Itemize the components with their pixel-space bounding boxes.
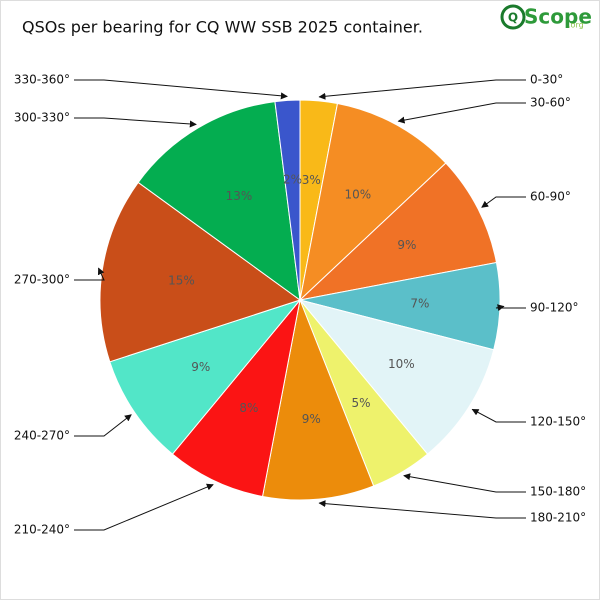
category-label: 150-180°	[530, 485, 586, 499]
category-label: 30-60°	[530, 96, 571, 110]
logo-mark: Q	[508, 11, 518, 25]
leader-line	[495, 304, 526, 312]
pie-slice	[274, 99, 301, 301]
leader-line	[74, 414, 132, 437]
logo: Q Scope .org	[500, 4, 592, 30]
pie-slice	[137, 101, 301, 302]
logo-icon	[500, 4, 526, 30]
slice-label: 8%	[239, 401, 258, 415]
leader-line	[74, 79, 288, 100]
category-label: 0-30°	[530, 73, 563, 87]
leader-line	[318, 79, 526, 100]
category-label: 210-240°	[14, 523, 70, 537]
slice-label: 13%	[226, 189, 253, 203]
slice-label: 9%	[397, 238, 416, 252]
slice-label: 15%	[168, 274, 195, 288]
pie-slice	[299, 102, 447, 302]
leader-line	[481, 196, 526, 208]
leader-line	[74, 483, 214, 531]
category-label: 330-360°	[14, 73, 70, 87]
leader-line	[74, 117, 197, 128]
leader-line	[397, 102, 526, 124]
leader-line	[74, 267, 105, 281]
slice-label: 7%	[410, 296, 429, 310]
pie-slice	[298, 162, 498, 301]
slice-label: 9%	[302, 412, 321, 426]
category-label: 180-210°	[530, 511, 586, 525]
slice-label: 9%	[191, 360, 210, 374]
slice-label: 10%	[388, 357, 415, 371]
category-label: 240-270°	[14, 429, 70, 443]
pie-slice	[109, 298, 302, 455]
slice-label: 5%	[352, 396, 371, 410]
category-label: 60-90°	[530, 190, 571, 204]
slice-label: 10%	[344, 187, 371, 201]
leader-line	[318, 500, 526, 519]
slice-label: 3%	[302, 173, 321, 187]
pie-slice	[298, 299, 495, 455]
slice-label: 2%	[283, 173, 302, 187]
pie-slice	[261, 298, 375, 501]
category-label: 300-330°	[14, 111, 70, 125]
logo-name: Scope	[524, 5, 592, 29]
chart-title: QSOs per bearing for CQ WW SSB 2025 cont…	[22, 18, 423, 37]
pie-slice	[171, 299, 301, 498]
category-label: 270-300°	[14, 273, 70, 287]
category-label: 120-150°	[530, 415, 586, 429]
category-label: 90-120°	[530, 301, 579, 315]
logo-suffix: .org	[568, 21, 584, 30]
leader-line	[471, 408, 526, 423]
leader-line	[403, 473, 526, 493]
